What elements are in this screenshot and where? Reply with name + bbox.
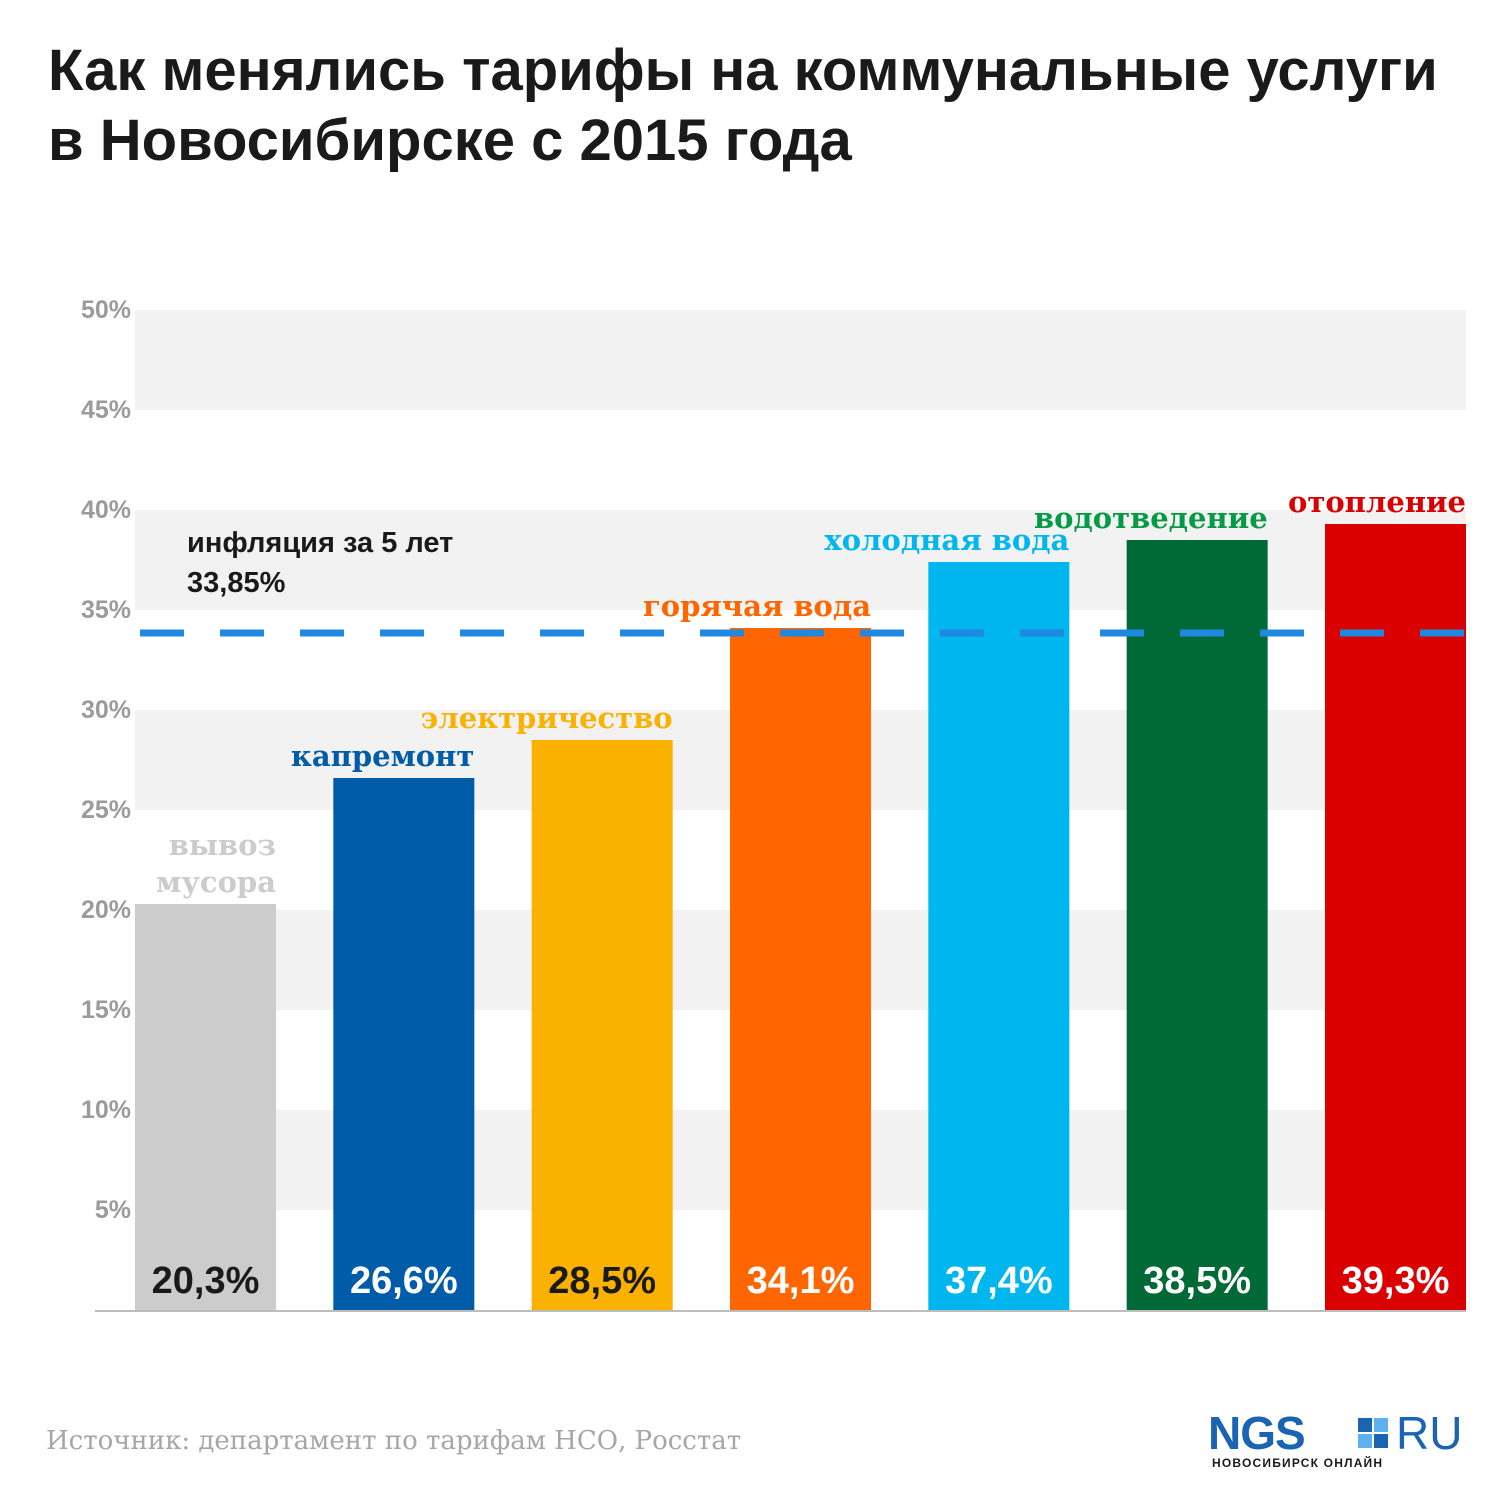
value-label: 39,3%	[1342, 1260, 1450, 1302]
inflation-value: 33,85%	[187, 567, 286, 599]
value-label: 34,1%	[747, 1260, 855, 1302]
bar-7	[1325, 524, 1466, 1310]
bar-4	[730, 628, 871, 1310]
y-tick-label: 45%	[81, 396, 131, 424]
chart-title: Как менялись тарифы на коммунальные услу…	[48, 36, 1488, 176]
y-tick-label: 30%	[81, 696, 131, 724]
value-label: 37,4%	[945, 1260, 1053, 1302]
y-tick-label: 35%	[81, 596, 131, 624]
category-label: горячая вода	[643, 589, 871, 623]
value-label: 28,5%	[548, 1260, 656, 1302]
bar-2	[333, 778, 475, 1310]
ngs-logo: NGS RU НОВОСИБИРСК ОНЛАЙН	[1208, 1410, 1470, 1472]
logo-subtitle: НОВОСИБИРСК ОНЛАЙН	[1212, 1456, 1384, 1470]
y-tick-label: 40%	[81, 496, 131, 524]
logo-square-icon	[1358, 1418, 1388, 1448]
inflation-label: инфляция за 5 лет	[187, 527, 453, 559]
inflation-reference: инфляция за 5 лет 33,85%	[140, 527, 1466, 637]
chart-title-line-1: Как менялись тарифы на коммунальные услу…	[48, 38, 1438, 103]
y-axis: 5% 10% 15% 20% 25% 30% 35% 40% 45% 50%	[81, 296, 131, 1224]
chart-title-line-2: в Новосибирске с 2015 года	[48, 108, 852, 173]
category-label: мусора	[156, 865, 276, 899]
logo-ru: RU	[1396, 1407, 1463, 1459]
bars	[135, 524, 1466, 1310]
bar-5	[928, 562, 1070, 1310]
source-note: Источник: департамент по тарифам НСО, Ро…	[46, 1426, 742, 1456]
value-labels: 20,3% 26,6% 28,5% 34,1% 37,4% 38,5% 39,3%	[152, 1260, 1450, 1302]
y-tick-label: 50%	[81, 296, 131, 324]
category-label: вывоз	[169, 828, 276, 862]
grid-band	[135, 310, 1466, 410]
value-label: 38,5%	[1143, 1260, 1251, 1302]
logo-wordmark: NGS	[1208, 1407, 1306, 1459]
y-tick-label: 10%	[81, 1096, 131, 1124]
y-tick-label: 15%	[81, 996, 131, 1024]
category-label: водотведение	[1034, 501, 1268, 535]
bar-chart: 5% 10% 15% 20% 25% 30% 35% 40% 45% 50% инфляция з…	[81, 296, 1466, 1312]
category-label: холодная вода	[824, 523, 1069, 557]
bar-1	[135, 904, 276, 1310]
value-label: 20,3%	[152, 1260, 260, 1302]
y-tick-label: 20%	[81, 896, 131, 924]
value-label: 26,6%	[350, 1260, 458, 1302]
category-label: электричество	[421, 701, 673, 735]
bar-6	[1126, 540, 1268, 1310]
category-label: капремонт	[291, 739, 474, 773]
category-label: отопление	[1288, 485, 1466, 519]
bar-3	[531, 740, 673, 1310]
y-tick-label: 5%	[95, 1196, 131, 1224]
y-tick-label: 25%	[81, 796, 131, 824]
